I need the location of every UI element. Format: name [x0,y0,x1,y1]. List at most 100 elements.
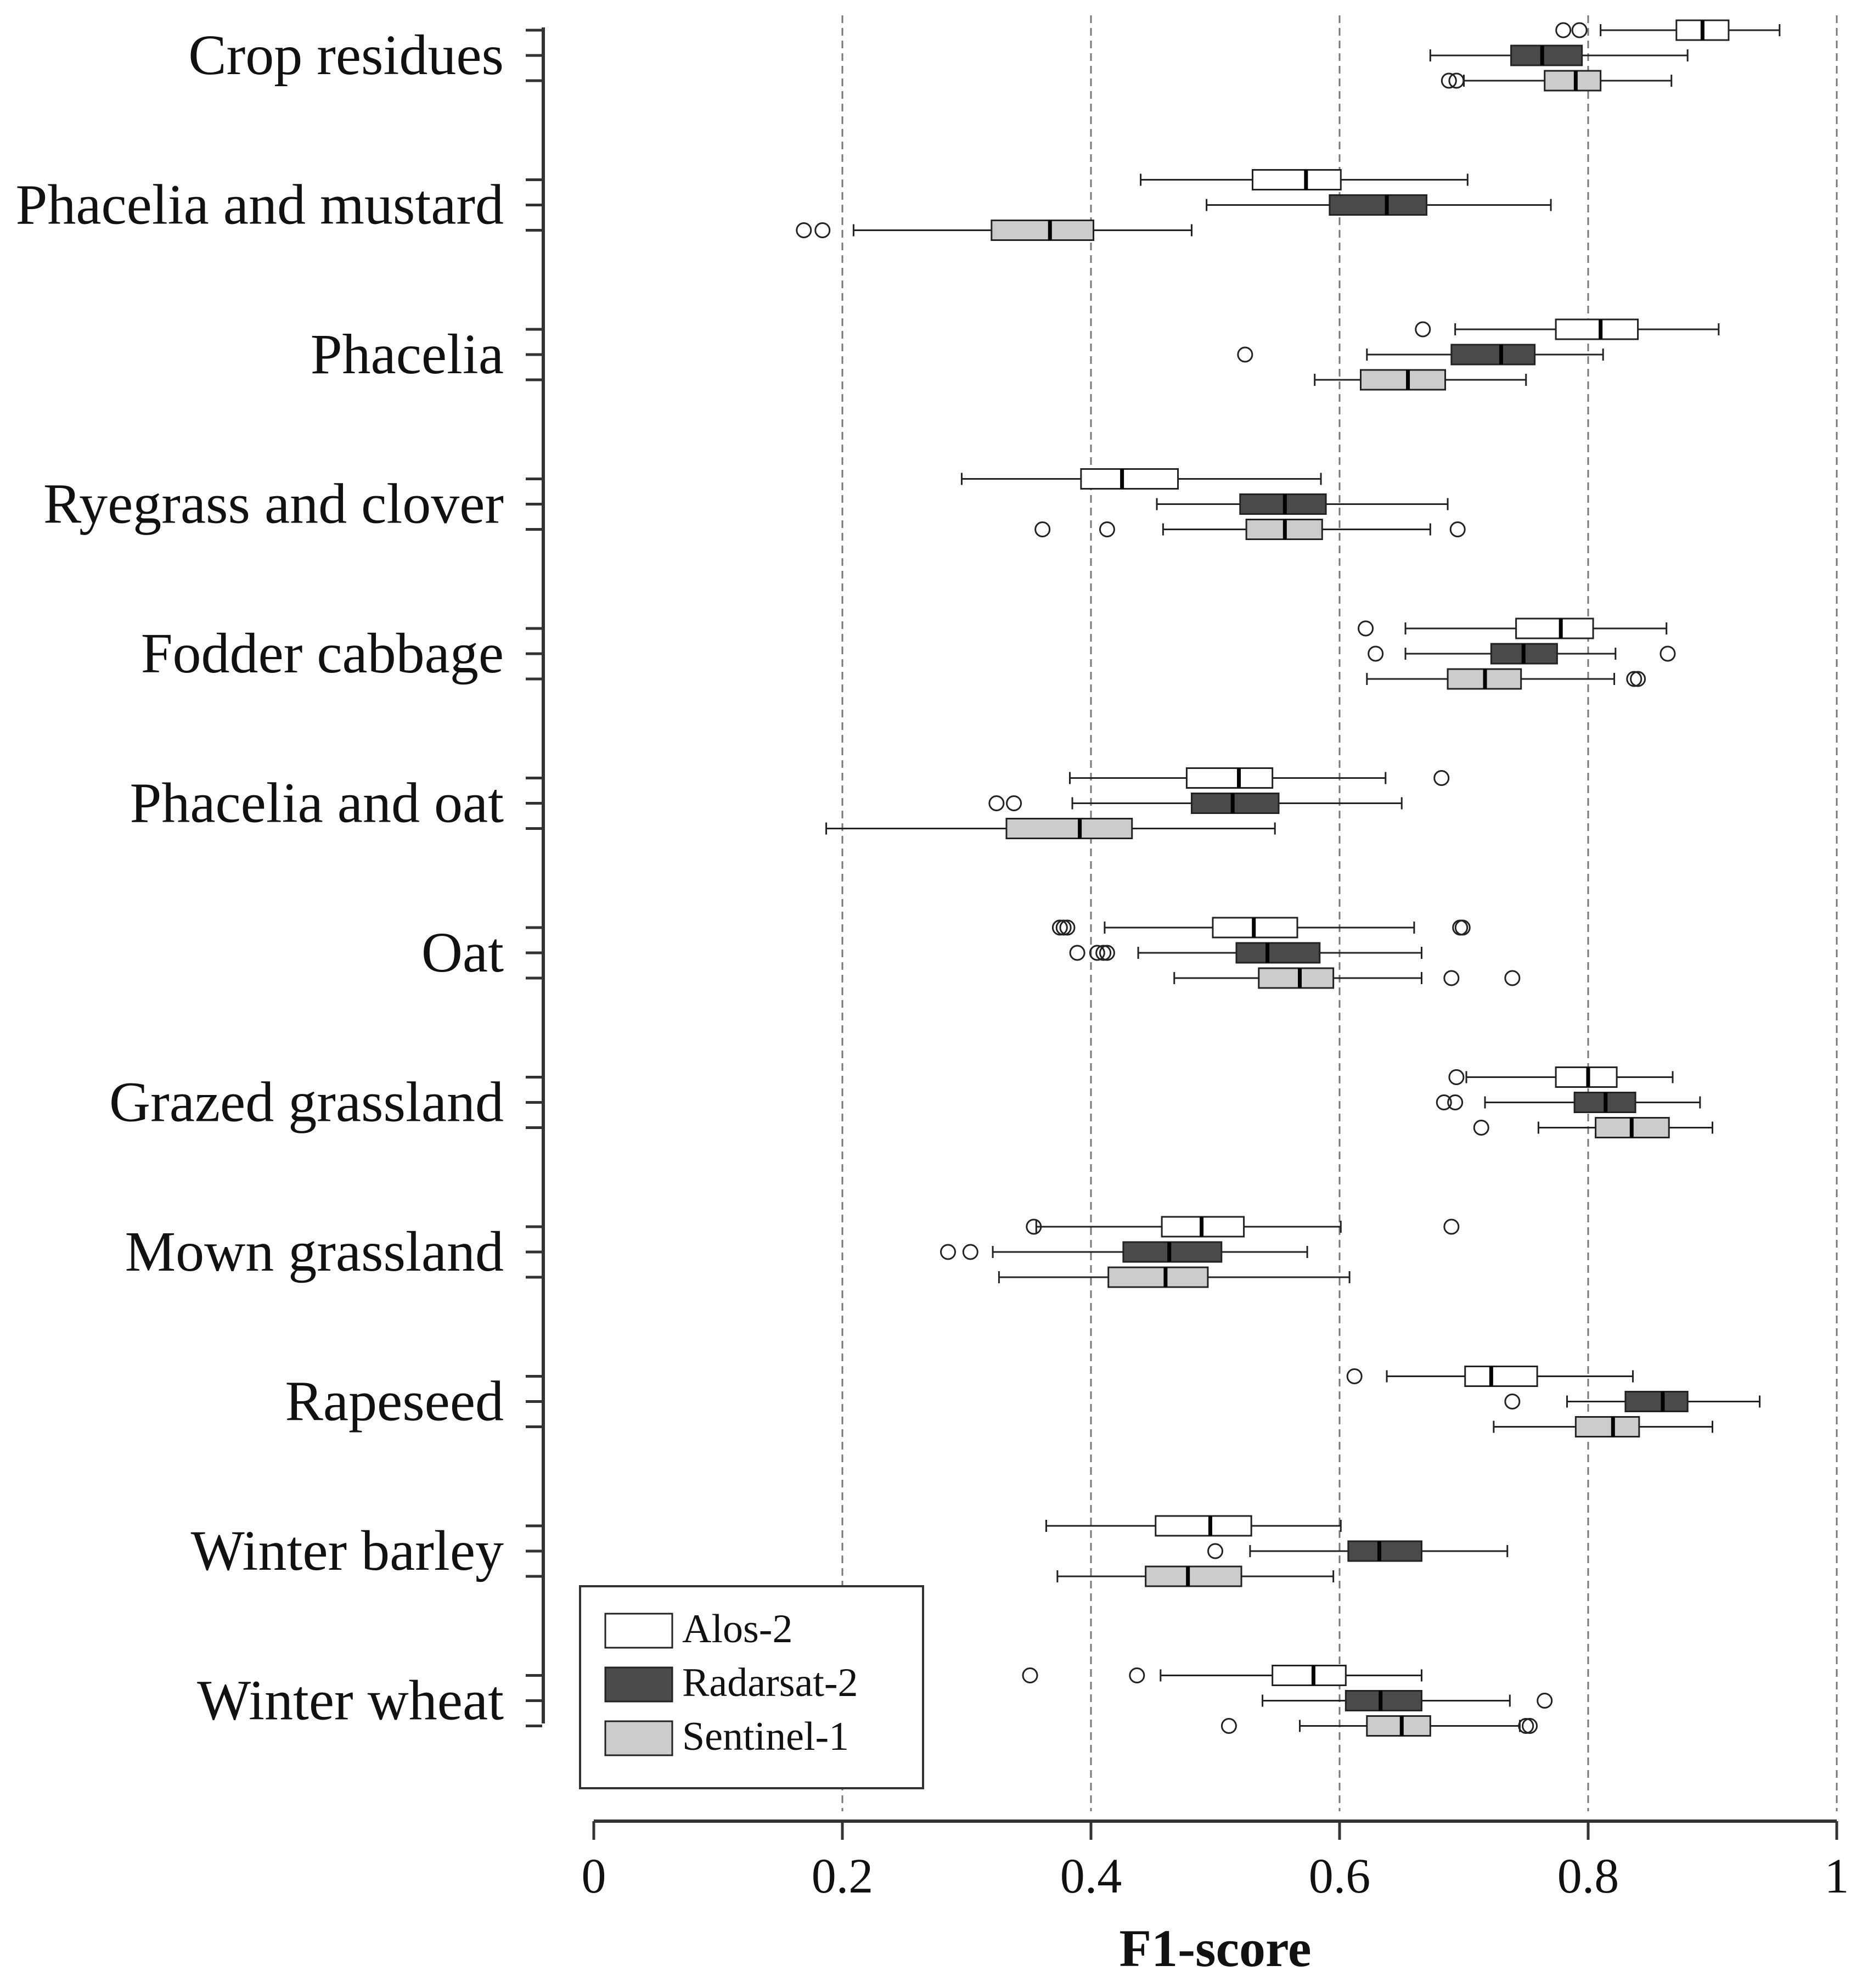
category-label: Phacelia [311,323,504,386]
outlier-point [1034,521,1051,537]
iqr-box [1464,1366,1538,1387]
outlier-point [1522,1718,1538,1734]
category-label: Phacelia and oat [130,772,504,835]
legend-swatch [604,1666,673,1703]
box-alos-2 [1068,767,1450,789]
iqr-box [1360,369,1447,391]
outlier-point [1504,970,1521,986]
x-axis-title: F1-score [1119,1919,1311,1978]
outlier-point [1518,1718,1534,1734]
outlier-point [1368,645,1384,662]
outlier-point [1537,1693,1553,1709]
outlier-point [1069,945,1085,961]
iqr-box [1251,169,1342,190]
outlier-point [1059,919,1076,936]
box-sentinel-1 [1314,369,1527,391]
x-tick-label: 0.2 [812,1849,874,1903]
box-sentinel-1 [1473,1117,1713,1138]
outlier-point [1436,1094,1452,1110]
box-radarsat-2 [940,1241,1308,1263]
iqr-box [1272,1665,1347,1686]
outlier-point [1026,1218,1042,1235]
box-alos-2 [1346,1366,1634,1387]
iqr-box [1235,942,1321,964]
box-radarsat-2 [988,793,1403,814]
outlier-point [1358,620,1374,637]
box-sentinel-1 [796,220,1192,241]
category-axis: Crop residues Phacelia and mustard Phaceli… [16,24,545,1732]
legend-swatch [604,1613,673,1649]
x-tick-label: 0 [582,1849,606,1903]
box-radarsat-2 [1237,344,1604,366]
iqr-box [1145,1565,1242,1587]
outlier-point [1555,22,1572,38]
iqr-box [1329,194,1428,216]
box-alos-2 [1022,1665,1422,1686]
iqr-box [991,220,1095,241]
category-label: Mown grassland [125,1220,504,1283]
box-sentinel-1 [1493,1416,1713,1437]
outlier-point [1448,1069,1465,1085]
iqr-box [1185,767,1274,789]
outlier-point [1129,1667,1145,1683]
iqr-box [1190,793,1280,814]
box-sentinel-1 [1173,967,1521,989]
outlier-point [1626,671,1642,687]
iqr-box [1366,1715,1431,1737]
box-sentinel-1 [1441,70,1673,92]
iqr-box [1555,318,1639,340]
iqr-box [1450,344,1536,366]
outlier-point [1504,1394,1521,1409]
outlier-point [1055,919,1072,936]
iqr-box [1122,1241,1223,1263]
box-radarsat-2 [1429,44,1689,66]
box-radarsat-2 [1207,1540,1509,1562]
box-sentinel-1 [825,818,1276,839]
category-label: Phacelia and mustard [16,173,504,237]
outlier-point [1473,1120,1489,1136]
box-radarsat-2 [1436,1092,1701,1113]
iqr-box [1347,1540,1422,1562]
box-alos-2 [1415,318,1720,340]
outlier-point [796,222,812,238]
iqr-box [1107,1266,1209,1288]
outlier-point [1415,321,1431,338]
iqr-box [1574,1416,1640,1437]
box-radarsat-2 [1262,1690,1553,1711]
legend: Alos-2 Radarsat-2 Sentinel-1 [579,1585,924,1789]
outlier-point [1447,1094,1464,1110]
outlier-point [1433,770,1450,786]
box-alos-2 [960,468,1322,490]
outlier-point [1449,521,1466,537]
outlier-point [1220,1718,1237,1734]
iqr-box [1258,967,1335,989]
outlier-point [1448,72,1465,89]
category-label: Fodder cabbage [141,622,504,685]
category-label: Rapeseed [285,1370,504,1433]
outlier-point [1099,521,1115,537]
iqr-box [1515,617,1594,639]
outlier-point [1571,22,1588,38]
box-alos-2 [1555,19,1781,41]
box-sentinel-1 [1034,519,1466,540]
outlier-point [1051,919,1068,936]
outlier-point [1237,346,1253,363]
x-tick-label: 1 [1825,1849,1849,1903]
box-radarsat-2 [1368,643,1676,665]
outlier-point [1441,72,1457,89]
iqr-box [1345,1690,1422,1711]
iqr-box [1155,1515,1252,1537]
box-sentinel-1 [1220,1715,1538,1737]
outlier-point [1099,945,1115,961]
outlier-point [962,1244,978,1260]
outlier-point [1660,645,1676,662]
category-label: Grazed grassland [109,1071,504,1134]
outlier-point [1089,945,1105,961]
box-sentinel-1 [1056,1565,1335,1587]
box-radarsat-2 [1069,942,1422,964]
x-tick-label: 0.4 [1060,1849,1122,1903]
box-radarsat-2 [1206,194,1552,216]
x-tick-label: 0.8 [1557,1849,1619,1903]
outlier-point [1346,1368,1363,1384]
